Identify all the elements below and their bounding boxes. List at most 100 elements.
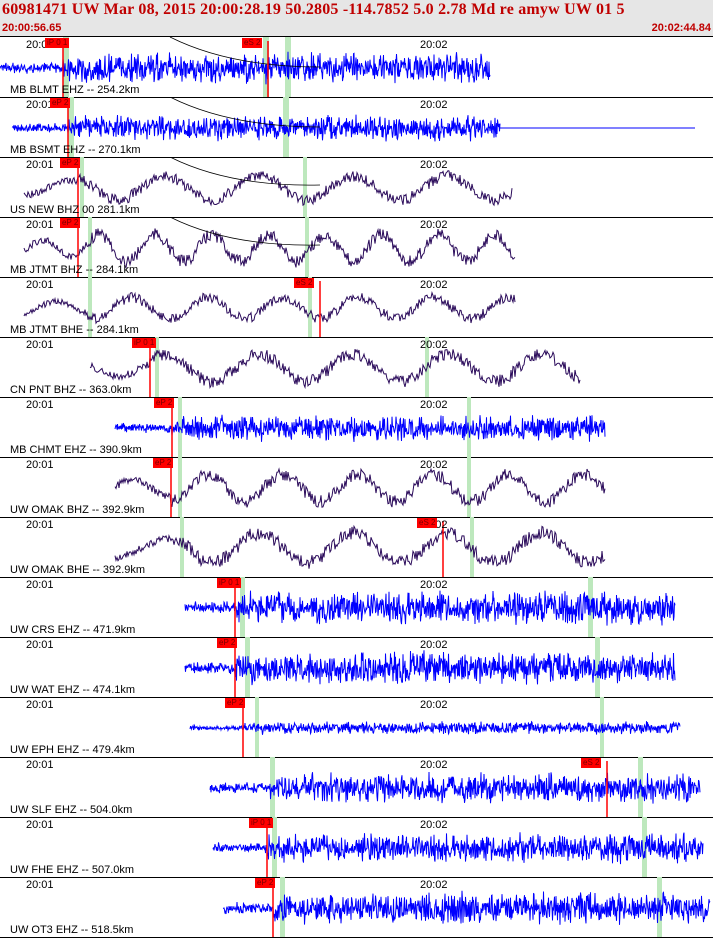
station-label: MB BLMT EHZ -- 254.2km — [10, 84, 140, 96]
phase-window — [308, 277, 312, 337]
trace-panel: 20:01 20:02 US NEW BHZ 00 281.1km eP 2 — [0, 157, 713, 218]
station-label: MB BSMT EHZ -- 270.1km — [10, 144, 141, 156]
minute-label: 20:01 — [26, 39, 54, 51]
minute-label: 20:01 — [26, 819, 54, 831]
station-label: UW SLF EHZ -- 504.0km — [10, 804, 133, 816]
station-label: UW OMAK BHZ -- 392.9km — [10, 504, 145, 516]
station-label: UW CRS EHZ -- 471.9km — [10, 624, 136, 636]
seismic-waveform — [114, 524, 606, 569]
minute-label: 20:02 — [420, 819, 448, 831]
station-label: UW FHE EHZ -- 507.0km — [10, 864, 135, 876]
minute-label: 20:01 — [26, 279, 54, 291]
trace-canvas — [209, 757, 701, 817]
trace-canvas — [184, 637, 676, 697]
travel-time-curve — [169, 97, 321, 128]
p-pick-tag[interactable]: eP 2 — [255, 878, 276, 888]
trace-canvas — [222, 877, 711, 937]
minute-label: 20:01 — [26, 99, 54, 111]
travel-time-curve — [169, 157, 321, 186]
p-pick-tag[interactable]: eP 2 — [154, 398, 175, 408]
trace-panel: 20:01 20:02 UW EPH EHZ -- 479.4km eP 2 — [0, 697, 713, 758]
seismic-waveform — [212, 832, 704, 865]
trace-panel: 20:01 20:02 MB BSMT EHZ -- 270.1km eP 2 — [0, 97, 713, 158]
seismic-waveform — [23, 291, 516, 325]
seismic-waveform — [209, 771, 701, 804]
p-pick-tag[interactable]: eP 2 — [50, 98, 71, 108]
phase-window — [467, 457, 471, 517]
p-pick-tag[interactable]: eP 2 — [60, 218, 81, 228]
seismic-waveform — [89, 348, 581, 390]
trace-canvas — [89, 337, 581, 397]
p-pick-tag[interactable]: eP 2 — [153, 458, 174, 468]
trace-canvas — [184, 577, 676, 637]
minute-label: 20:01 — [26, 699, 54, 711]
minute-label: 20:02 — [420, 759, 448, 771]
phase-window — [68, 97, 74, 157]
phase-window — [303, 157, 307, 217]
minute-label: 20:01 — [26, 879, 54, 891]
p-pick-tag[interactable]: eP 2 — [60, 158, 81, 168]
s-pick-tag[interactable]: eS 2 — [581, 758, 602, 768]
s-pick-tag[interactable]: eS 2 — [294, 278, 315, 288]
station-label: CN PNT BHZ -- 363.0km — [10, 384, 132, 396]
phase-window — [80, 157, 84, 217]
trace-panel: 20:01 20:02 MB JTMT BHZ -- 284.1km eP 2 — [0, 217, 713, 278]
minute-label: 20:01 — [26, 339, 54, 351]
seismic-waveform — [184, 650, 676, 686]
p-pick-tag[interactable]: eP 2 — [217, 638, 238, 648]
trace-panel: 20:01 20:02 UW OT3 EHZ -- 518.5km eP 2 — [0, 877, 713, 938]
p-pick-tag[interactable]: iP 0 1 — [249, 818, 274, 828]
seismic-waveform — [222, 890, 711, 925]
s-pick-tag[interactable]: eS 2 — [417, 518, 438, 528]
minute-label: 20:02 — [420, 39, 448, 51]
station-label: UW OT3 EHZ -- 518.5km — [10, 924, 134, 936]
seismic-waveform — [23, 227, 516, 269]
trace-panel: 20:01 20:02 MB CHMT EHZ -- 390.9km eP 2 — [0, 397, 713, 458]
phase-window — [595, 637, 600, 697]
travel-time-curve — [169, 37, 321, 68]
trace-canvas — [0, 37, 491, 97]
station-label: UW OMAK BHE -- 392.9km — [10, 564, 146, 576]
minute-label: 20:01 — [26, 459, 54, 471]
phase-window — [63, 37, 69, 97]
minute-label: 20:01 — [26, 759, 54, 771]
trace-canvas — [23, 157, 513, 217]
seismic-waveform — [23, 170, 513, 207]
p-pick-tag[interactable]: iP 0 1 — [217, 578, 242, 588]
trace-panel: 20:01 20:02 UW SLF EHZ -- 504.0km eS 2 — [0, 757, 713, 818]
seismic-waveform — [114, 414, 606, 442]
trace-canvas — [114, 517, 606, 577]
p-pick-tag[interactable]: iP 0 1 — [45, 38, 70, 48]
trace-canvas — [212, 817, 704, 877]
station-label: UW EPH EHZ -- 479.4km — [10, 744, 135, 756]
window-start-time: 20:00:56.65 — [2, 22, 62, 34]
minute-label: 20:01 — [26, 519, 54, 531]
minute-label: 20:02 — [420, 339, 448, 351]
phase-window — [305, 217, 309, 277]
seismic-waveform — [11, 114, 695, 142]
minute-label: 20:01 — [26, 159, 54, 171]
s-pick-tag[interactable]: eS 2 — [242, 38, 263, 48]
travel-time-curve — [169, 217, 321, 246]
p-pick-tag[interactable]: iP 0 1 — [132, 338, 157, 348]
station-label: MB JTMT BHE -- 284.1km — [10, 324, 139, 336]
seismic-waveform — [189, 720, 681, 736]
minute-label: 20:02 — [420, 459, 448, 471]
trace-panel: 20:01 20:02 UW OMAK BHZ -- 392.9km eP 2 — [0, 457, 713, 518]
phase-window — [178, 457, 182, 517]
seismic-waveform — [0, 51, 491, 85]
trace-panel: 20:01 20:02 UW CRS EHZ -- 471.9km iP 0 1 — [0, 577, 713, 638]
phase-window — [88, 217, 92, 277]
trace-canvas — [11, 97, 695, 157]
minute-label: 20:01 — [26, 219, 54, 231]
minute-label: 20:01 — [26, 399, 54, 411]
phase-window — [88, 277, 92, 337]
minute-label: 20:02 — [420, 219, 448, 231]
minute-label: 20:01 — [26, 639, 54, 651]
window-end-time: 20:02:44.84 — [651, 22, 711, 34]
minute-label: 20:02 — [420, 159, 448, 171]
minute-label: 20:01 — [26, 579, 54, 591]
minute-label: 20:02 — [420, 699, 448, 711]
p-pick-tag[interactable]: eP 2 — [225, 698, 246, 708]
